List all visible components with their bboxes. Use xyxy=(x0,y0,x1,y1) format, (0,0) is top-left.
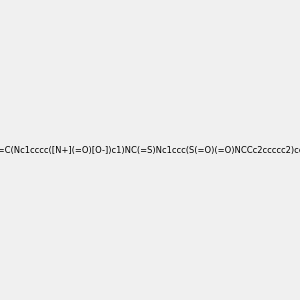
Text: O=C(Nc1cccc([N+](=O)[O-])c1)NC(=S)Nc1ccc(S(=O)(=O)NCCc2ccccc2)cc1: O=C(Nc1cccc([N+](=O)[O-])c1)NC(=S)Nc1ccc… xyxy=(0,146,300,154)
